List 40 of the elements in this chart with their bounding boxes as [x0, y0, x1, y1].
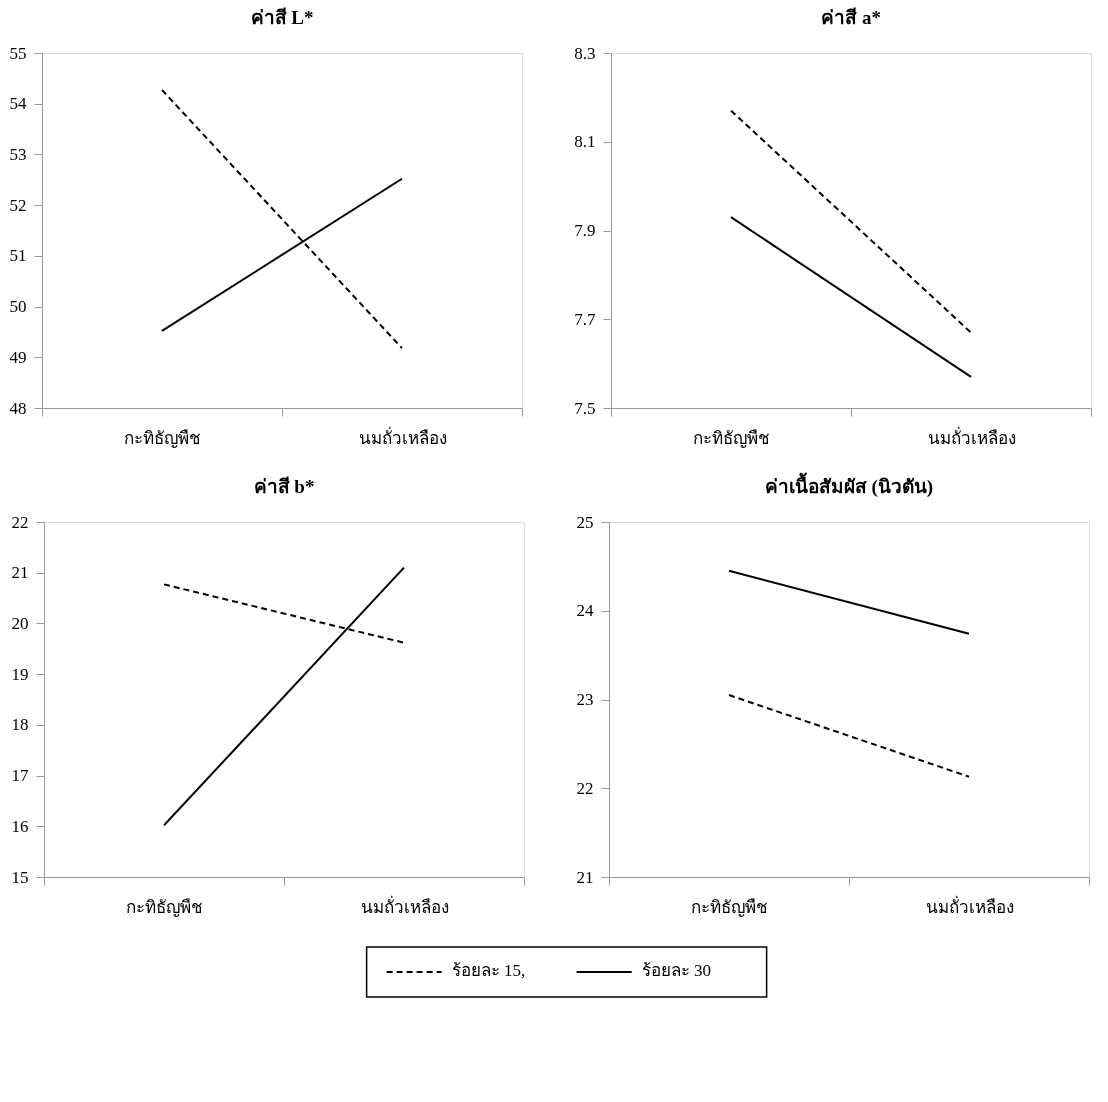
legend-label: ร้อยละ 30: [641, 961, 711, 980]
x-tick-label: กะทิธัญพืช: [124, 428, 201, 448]
y-tick-label: 53: [9, 144, 27, 164]
y-tick-label: 8.3: [574, 43, 596, 63]
y-tick-label: 48: [9, 398, 27, 418]
y-tick-label: 17: [11, 766, 29, 786]
x-tick-label: นมถั่วเหลือง: [358, 425, 447, 448]
y-tick-label: 55: [9, 43, 27, 63]
y-tick-label: 8.1: [574, 132, 596, 152]
x-tick-label: นมถั่วเหลือง: [360, 894, 449, 917]
y-tick-label: 7.5: [574, 398, 596, 418]
y-tick-label: 21: [576, 867, 594, 887]
y-tick-label: 52: [9, 195, 27, 215]
legend-label: ร้อยละ 15,: [451, 961, 526, 980]
chart-title: ค่าสี L*: [250, 7, 314, 28]
y-tick-label: 24: [576, 601, 594, 621]
x-tick-label: กะทิธัญพืช: [126, 897, 203, 917]
chart-title: ค่าเนื้อสัมผัส (นิวตัน): [764, 472, 934, 498]
x-tick-label: กะทิธัญพืช: [693, 428, 770, 448]
x-tick-label: นมถั่วเหลือง: [927, 425, 1016, 448]
y-tick-label: 7.7: [574, 309, 596, 329]
y-tick-label: 23: [576, 690, 594, 709]
y-tick-label: 51: [9, 246, 27, 266]
x-tick-label: นมถั่วเหลือง: [925, 894, 1014, 917]
y-tick-label: 7.9: [574, 221, 596, 240]
chart-title: ค่าสี a*: [821, 7, 881, 28]
y-tick-label: 18: [11, 715, 29, 735]
y-tick-label: 50: [9, 297, 27, 317]
y-tick-label: 21: [11, 563, 29, 583]
y-tick-label: 20: [11, 613, 29, 633]
y-tick-label: 54: [9, 94, 27, 114]
y-tick-label: 25: [576, 512, 594, 532]
y-tick-label: 22: [576, 778, 594, 798]
y-tick-label: 22: [11, 512, 29, 532]
y-tick-label: 49: [9, 347, 27, 367]
y-tick-label: 16: [11, 816, 29, 836]
y-tick-label: 19: [11, 664, 29, 684]
x-tick-label: กะทิธัญพืช: [691, 897, 768, 917]
y-tick-label: 15: [11, 867, 29, 887]
chart-title: ค่าสี b*: [253, 476, 315, 497]
